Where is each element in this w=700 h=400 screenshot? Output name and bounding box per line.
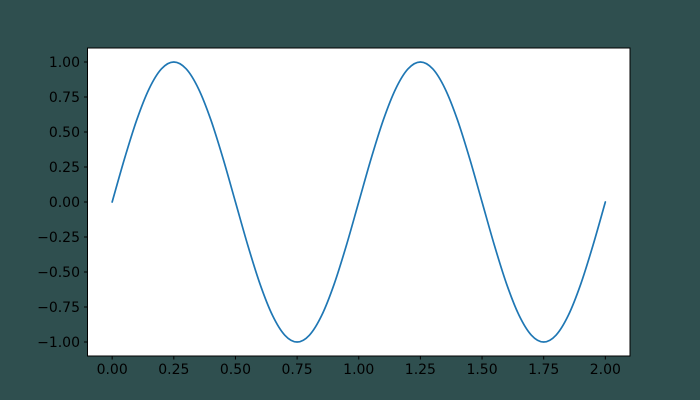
x-tick-label: 1.50 xyxy=(466,362,497,378)
y-tick-label: −1.00 xyxy=(37,335,80,351)
y-tick-label: 0.50 xyxy=(49,125,80,141)
x-tick-label: 1.75 xyxy=(528,362,559,378)
x-tick-label: 1.00 xyxy=(343,362,374,378)
x-tick-label: 0.25 xyxy=(158,362,189,378)
x-tick-label: 2.00 xyxy=(590,362,621,378)
x-tick-label: 0.75 xyxy=(282,362,313,378)
y-tick-label: −0.75 xyxy=(37,300,80,316)
x-tick-label: 1.25 xyxy=(405,362,436,378)
axes-spines xyxy=(87,47,631,357)
x-tick-label: 0.50 xyxy=(220,362,251,378)
y-tick-label: 0.25 xyxy=(49,160,80,176)
y-tick-label: −0.50 xyxy=(37,265,80,281)
y-tick-label: 0.75 xyxy=(49,90,80,106)
y-tick-label: −0.25 xyxy=(37,230,80,246)
sine-line xyxy=(111,61,607,343)
x-tick-label: 0.00 xyxy=(97,362,128,378)
y-tick-label: 1.00 xyxy=(49,55,80,71)
y-tick-label: 0.00 xyxy=(49,195,80,211)
